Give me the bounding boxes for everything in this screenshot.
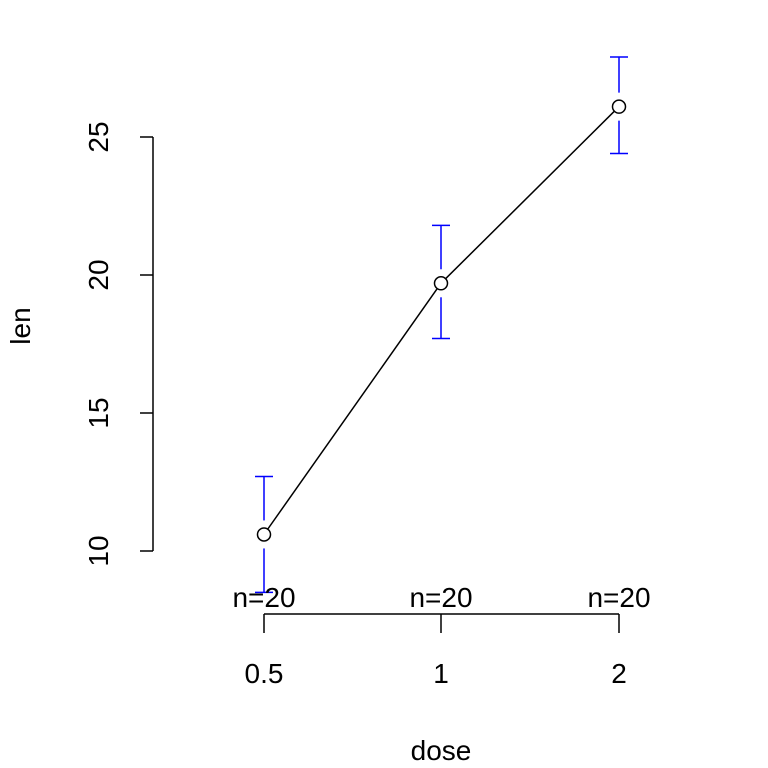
x-tick-label: 2 (611, 658, 627, 689)
error-bar (610, 56, 628, 155)
x-tick-label: 0.5 (245, 658, 284, 689)
x-axis: 0.5 1 2 (245, 613, 627, 689)
count-labels: n=20 n=20 n=20 (232, 582, 650, 613)
error-bar (432, 224, 450, 340)
error-bar (255, 475, 273, 594)
data-point (433, 276, 449, 291)
count-label: n=20 (232, 582, 295, 613)
y-axis: 10 15 20 25 (83, 121, 154, 567)
x-tick-label: 1 (433, 658, 449, 689)
y-tick-label: 20 (83, 259, 114, 290)
count-label: n=20 (409, 582, 472, 613)
data-point (256, 527, 272, 542)
data-point (611, 99, 627, 114)
x-axis-label: dose (411, 735, 472, 766)
y-axis-label: len (5, 307, 36, 344)
series-line-segment (445, 110, 615, 280)
y-tick-label: 25 (83, 121, 114, 152)
y-tick-label: 10 (83, 535, 114, 566)
error-bars (255, 56, 628, 594)
series-line-segment (267, 288, 438, 530)
y-tick-label: 15 (83, 397, 114, 428)
count-label: n=20 (587, 582, 650, 613)
series (256, 99, 627, 542)
